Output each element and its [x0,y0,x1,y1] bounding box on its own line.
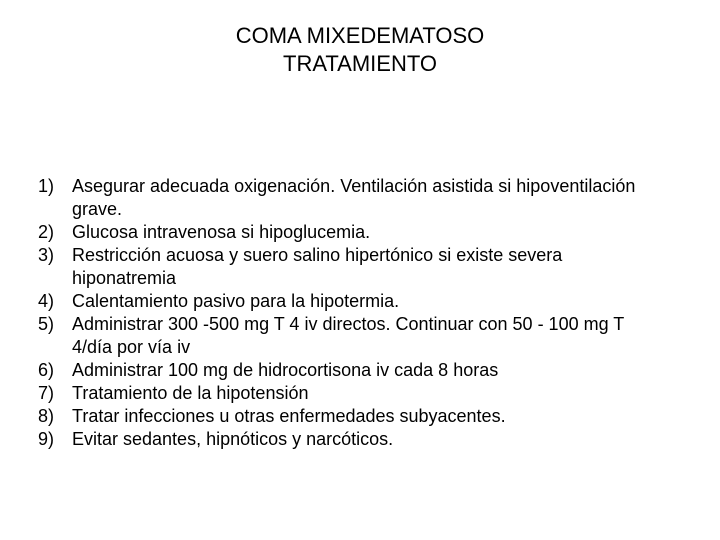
item-text: Administrar 100 mg de hidrocortisona iv … [68,359,664,382]
item-text: Calentamiento pasivo para la hipotermia. [68,290,664,313]
item-number: 9) [38,428,68,451]
list-item: 7) Tratamiento de la hipotensión [38,382,664,405]
item-text: Evitar sedantes, hipnóticos y narcóticos… [68,428,664,451]
item-number: 8) [38,405,68,428]
list-item: 3) Restricción acuosa y suero salino hip… [38,244,664,290]
list-item: 6) Administrar 100 mg de hidrocortisona … [38,359,664,382]
slide-body: 1) Asegurar adecuada oxigenación. Ventil… [38,175,664,451]
list-item: 1) Asegurar adecuada oxigenación. Ventil… [38,175,664,221]
item-number: 2) [38,221,68,244]
list-item: 8) Tratar infecciones u otras enfermedad… [38,405,664,428]
item-text: Restricción acuosa y suero salino hipert… [68,244,664,290]
item-number: 3) [38,244,68,267]
list-item: 2) Glucosa intravenosa si hipoglucemia. [38,221,664,244]
title-line-2: TRATAMIENTO [283,51,437,76]
list-item: 4) Calentamiento pasivo para la hipoterm… [38,290,664,313]
item-number: 7) [38,382,68,405]
item-text: Glucosa intravenosa si hipoglucemia. [68,221,664,244]
item-text: Asegurar adecuada oxigenación. Ventilaci… [68,175,664,221]
item-number: 4) [38,290,68,313]
item-number: 1) [38,175,68,198]
item-number: 5) [38,313,68,336]
item-text: Administrar 300 -500 mg T 4 iv directos.… [68,313,664,359]
title-line-1: COMA MIXEDEMATOSO [236,23,485,48]
item-number: 6) [38,359,68,382]
slide: COMA MIXEDEMATOSO TRATAMIENTO 1) Asegura… [0,0,720,540]
list-item: 9) Evitar sedantes, hipnóticos y narcóti… [38,428,664,451]
item-text: Tratar infecciones u otras enfermedades … [68,405,664,428]
slide-title: COMA MIXEDEMATOSO TRATAMIENTO [0,22,720,77]
list-item: 5) Administrar 300 -500 mg T 4 iv direct… [38,313,664,359]
item-text: Tratamiento de la hipotensión [68,382,664,405]
